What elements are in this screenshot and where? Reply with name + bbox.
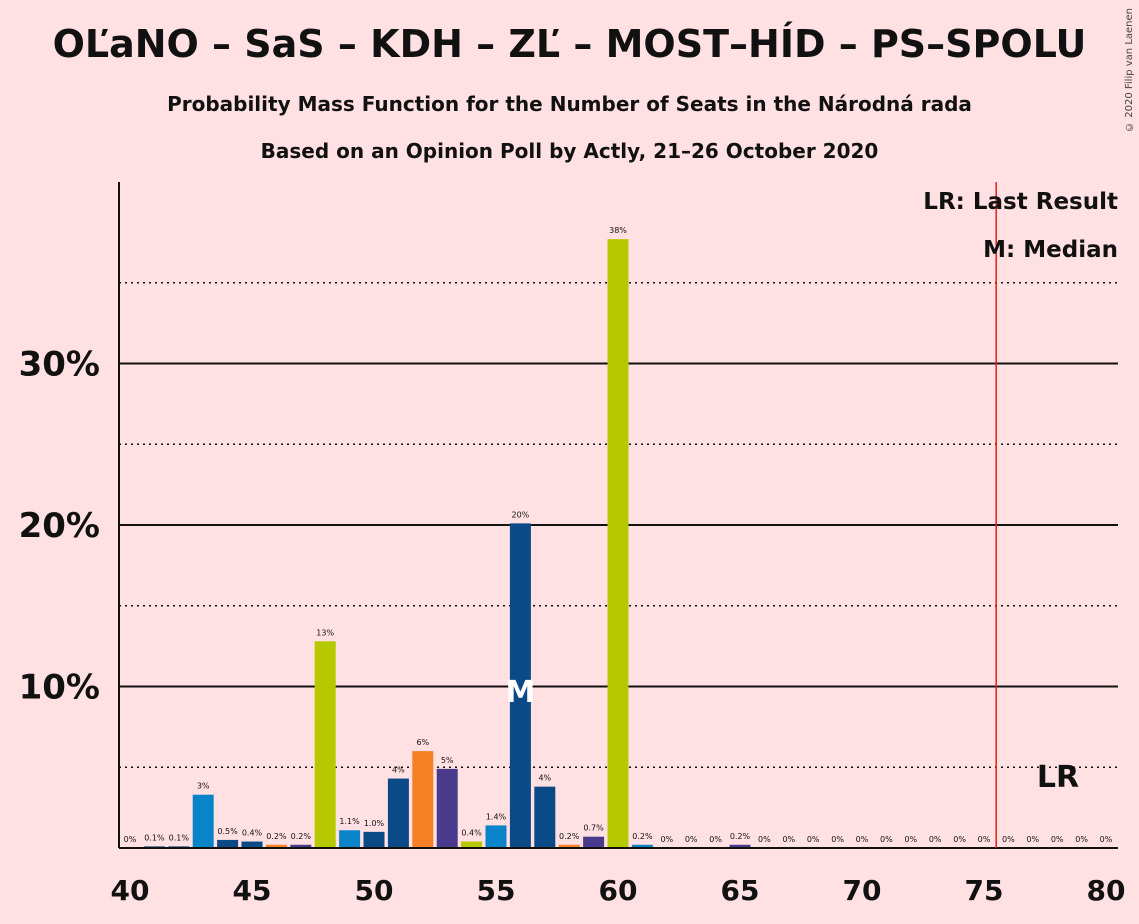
bar-seat-50	[363, 831, 385, 848]
bar-label-50: 1.0%	[364, 819, 385, 828]
bar-label-42: 0.1%	[169, 833, 190, 842]
bar-label-43: 3%	[197, 782, 210, 791]
x-tick-label-75: 75	[965, 874, 1004, 907]
y-tick-label-30: 30%	[19, 345, 100, 385]
bar-label-58: 0.2%	[559, 832, 580, 841]
bar-seat-45	[241, 841, 263, 848]
bar-label-62: 0%	[660, 835, 673, 844]
bar-label-49: 1.1%	[339, 817, 360, 826]
bar-label-63: 0%	[685, 835, 698, 844]
x-tick-label-40: 40	[111, 874, 150, 907]
x-tick-label-80: 80	[1087, 874, 1126, 907]
bar-label-67: 0%	[782, 835, 795, 844]
x-tick-label-70: 70	[843, 874, 882, 907]
bar-label-60: 38%	[609, 226, 627, 235]
bar-label-66: 0%	[758, 835, 771, 844]
legend-last-result: LR: Last Result	[923, 189, 1118, 215]
bar-label-69: 0%	[831, 835, 844, 844]
bar-label-70: 0%	[856, 835, 869, 844]
axes	[118, 182, 1118, 849]
bar-label-61: 0.2%	[632, 832, 653, 841]
markers: LR M	[505, 182, 1079, 848]
bar-label-57: 4%	[538, 774, 551, 783]
bar-label-54: 0.4%	[461, 829, 482, 838]
bar-label-44: 0.5%	[217, 827, 238, 836]
chart-subtitle-source: Based on an Opinion Poll by Actly, 21–26…	[260, 139, 879, 163]
bar-seat-61	[631, 844, 653, 848]
bar-seat-55	[485, 825, 507, 848]
bar-label-75: 0%	[978, 835, 991, 844]
last-result-label: LR	[1037, 760, 1079, 795]
bar-seat-56	[509, 523, 531, 848]
x-tick-label-65: 65	[721, 874, 760, 907]
bar-seat-43	[192, 794, 214, 848]
chart-title: OĽaNO – SaS – KDH – ZĽ – MOST–HÍD – PS–S…	[52, 22, 1087, 66]
bar-seat-59	[583, 836, 605, 848]
bar-label-45: 0.4%	[242, 829, 263, 838]
bar-label-74: 0%	[953, 835, 966, 844]
bars	[143, 239, 751, 848]
tick-labels: 40 45 50 55 60 65 70 75 80 10% 20% 30%	[19, 345, 1126, 908]
bar-seat-53	[436, 768, 458, 848]
bar-seat-54	[461, 841, 483, 848]
bar-label-47: 0.2%	[291, 832, 312, 841]
bar-label-51: 4%	[392, 766, 405, 775]
bar-label-40: 0%	[124, 835, 137, 844]
bar-seat-51	[387, 778, 409, 848]
bar-seat-44	[217, 839, 239, 848]
bar-label-68: 0%	[807, 835, 820, 844]
bar-label-65: 0.2%	[730, 832, 751, 841]
bar-label-52: 6%	[416, 738, 429, 747]
bar-label-80: 0%	[1100, 835, 1113, 844]
bar-label-56: 20%	[512, 510, 530, 519]
bar-seat-60	[607, 239, 629, 848]
bar-label-73: 0%	[929, 835, 942, 844]
y-tick-label-20: 20%	[19, 506, 100, 546]
bar-seat-58	[558, 844, 580, 848]
y-tick-label-10: 10%	[19, 668, 100, 708]
chart-subtitle: Probability Mass Function for the Number…	[167, 92, 972, 116]
bar-seat-48	[314, 641, 336, 848]
bar-label-46: 0.2%	[266, 832, 287, 841]
bar-label-64: 0%	[709, 835, 722, 844]
bar-label-72: 0%	[904, 835, 917, 844]
bar-label-77: 0%	[1026, 835, 1039, 844]
bar-label-41: 0.1%	[144, 833, 165, 842]
bar-label-55: 1.4%	[486, 812, 507, 821]
bar-label-76: 0%	[1002, 835, 1015, 844]
bar-seat-52	[412, 751, 434, 848]
x-tick-label-50: 50	[355, 874, 394, 907]
bar-label-78: 0%	[1051, 835, 1064, 844]
bar-seat-57	[534, 786, 556, 848]
x-tick-label-60: 60	[599, 874, 638, 907]
bar-seat-46	[265, 844, 287, 848]
median-label: M	[505, 675, 535, 710]
bar-seat-65	[729, 844, 751, 848]
x-tick-label-45: 45	[233, 874, 272, 907]
x-tick-label-55: 55	[477, 874, 516, 907]
bar-label-71: 0%	[880, 835, 893, 844]
bar-label-79: 0%	[1075, 835, 1088, 844]
bar-label-59: 0.7%	[583, 824, 604, 833]
bar-seat-49	[339, 830, 361, 848]
bar-seat-47	[290, 844, 312, 848]
bar-labels: 0% 0.1% 0.1%3%0.5% 0.4% 0.2% 0.2%13%1.1% 1.0%4…	[124, 226, 1113, 844]
bar-label-53: 5%	[441, 756, 454, 765]
legend-median: M: Median	[983, 237, 1118, 263]
bar-label-48: 13%	[316, 628, 334, 637]
